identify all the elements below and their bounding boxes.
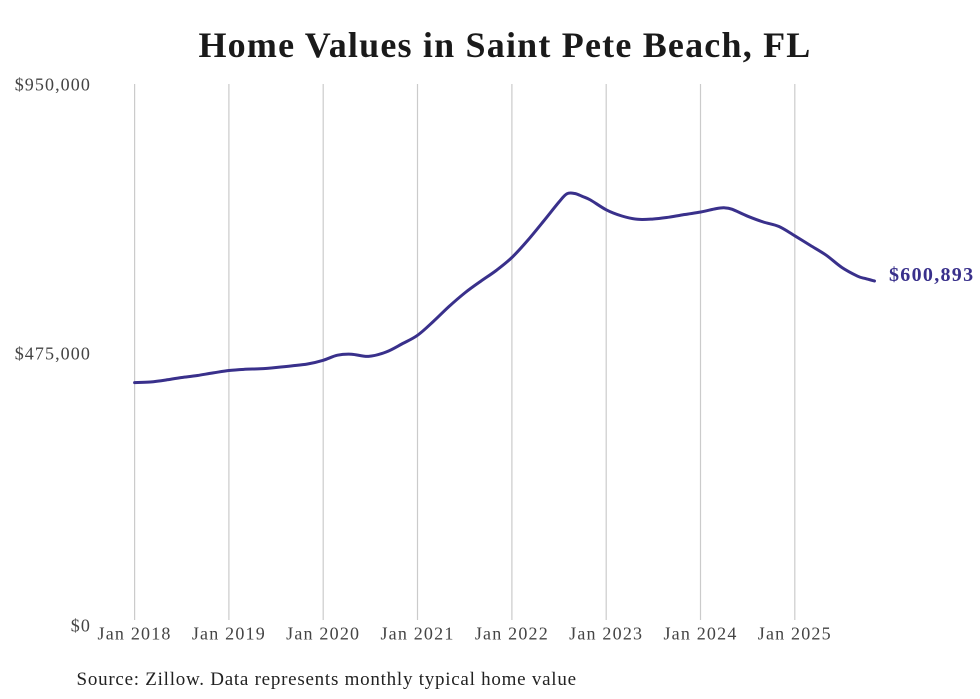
svg-text:Jan 2019: Jan 2019 bbox=[192, 624, 266, 644]
svg-text:Jan 2025: Jan 2025 bbox=[758, 624, 832, 644]
svg-text:$950,000: $950,000 bbox=[15, 75, 91, 95]
svg-text:Jan 2024: Jan 2024 bbox=[663, 624, 737, 644]
svg-text:Jan 2022: Jan 2022 bbox=[475, 624, 549, 644]
svg-text:$0: $0 bbox=[71, 616, 91, 636]
svg-text:Source: Zillow. Data represent: Source: Zillow. Data represents monthly … bbox=[77, 669, 577, 690]
svg-text:Jan 2023: Jan 2023 bbox=[569, 624, 643, 644]
svg-text:Jan 2018: Jan 2018 bbox=[98, 624, 172, 644]
svg-text:Home Values in Saint Pete Beac: Home Values in Saint Pete Beach, FL bbox=[198, 25, 811, 65]
svg-text:$600,893: $600,893 bbox=[889, 264, 974, 286]
svg-text:$475,000: $475,000 bbox=[15, 344, 91, 364]
svg-text:Jan 2021: Jan 2021 bbox=[380, 624, 454, 644]
svg-text:Jan 2020: Jan 2020 bbox=[286, 624, 360, 644]
